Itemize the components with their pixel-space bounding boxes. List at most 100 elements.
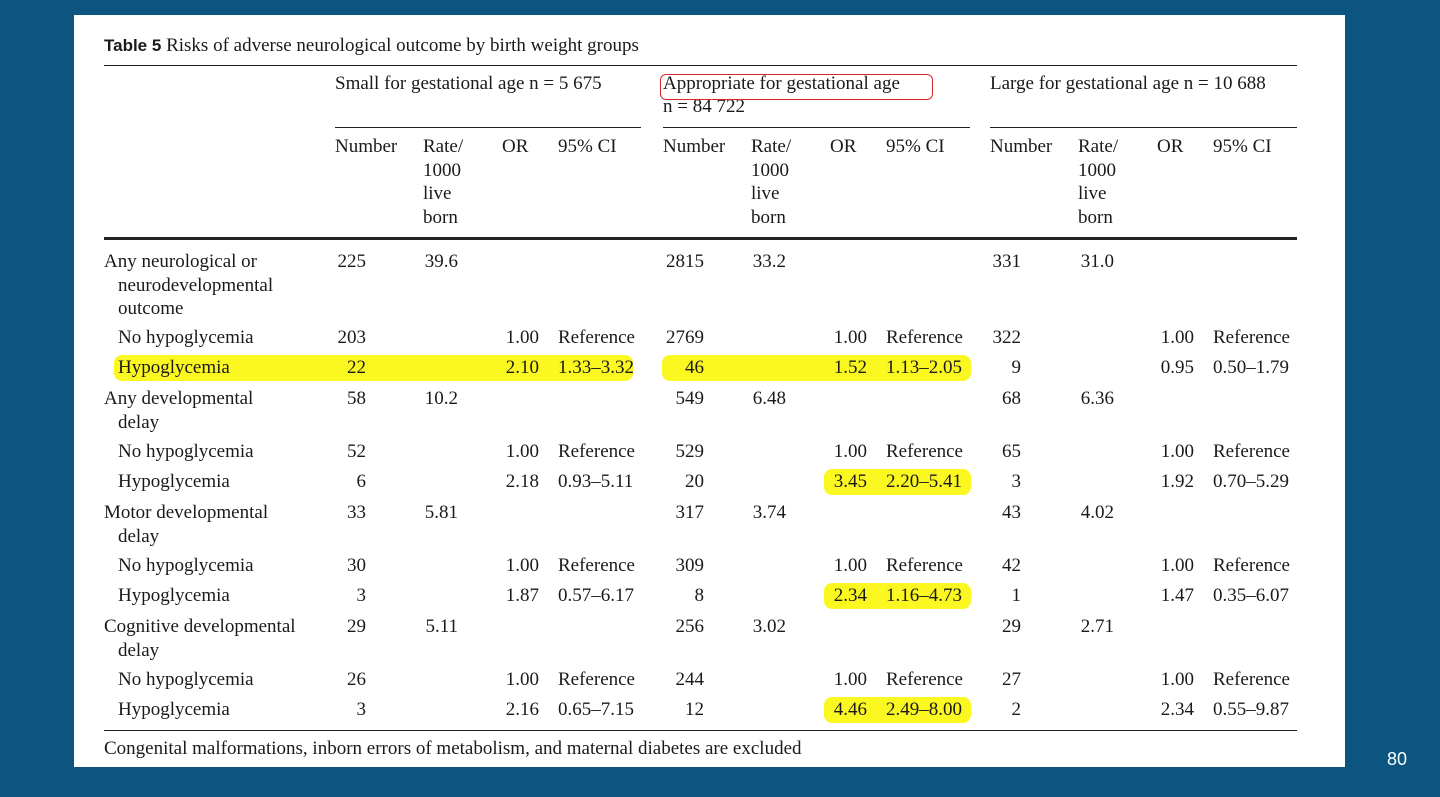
subheader-rate: born [1078,206,1113,228]
cell-rate: 31.0 [1080,251,1114,272]
cell-ci: 1.16–4.73 [886,585,962,606]
cell-ci: 2.20–5.41 [886,471,962,492]
group-header-n: n = 84 722 [663,96,745,117]
subheader-number: Number [990,136,1053,157]
group-rule [335,127,641,128]
cell-number: 27 [1002,669,1021,690]
subheader-rate: live [751,183,780,204]
group-header: Small for gestational age n = 5 675 [335,73,602,94]
cell-or: 1.00 [1160,669,1194,690]
cell-or: 0.95 [1160,357,1194,378]
subheader-rate: 1000 [423,159,461,181]
cell-number: 2815 [666,251,704,272]
cell-number: 317 [675,502,705,523]
row-label: Hypoglycemia [118,471,230,492]
group-header: Large for gestational age n = 10 688 [990,73,1266,94]
highlight [824,697,971,723]
cell-ci: Reference [1213,441,1290,462]
subheader-or: OR [502,136,529,157]
row-label: No hypoglycemia [118,327,254,348]
subheader-rate: Rate/ [423,136,464,157]
cell-number: 309 [675,555,705,576]
subheader-rate: live [1078,183,1107,204]
cell-ci: 0.57–6.17 [558,585,634,606]
cell-or: 1.00 [1160,327,1194,348]
cell-rate: 3.74 [752,502,786,523]
cell-or: 1.00 [833,327,867,348]
slide-number: 80 [1386,749,1407,769]
cell-or: 1.00 [1160,441,1194,462]
row-label: outcome [118,298,184,319]
row-label: Hypoglycemia [118,699,230,720]
cell-rate: 2.71 [1080,616,1114,637]
row-label: Motor developmental [104,502,269,523]
cell-or: 2.34 [1160,699,1194,720]
table-caption: Table 5 Risks of adverse neurological ou… [104,34,639,57]
cell-ci: 0.55–9.87 [1213,699,1289,720]
cell-number: 8 [694,585,705,606]
subheader-rate: born [751,206,786,228]
row-label: No hypoglycemia [118,441,254,462]
cell-or: 1.47 [1160,585,1194,606]
group-header: Appropriate for gestational age [663,73,900,94]
cell-or: 1.52 [833,357,867,378]
highlight [114,355,633,381]
cell-or: 1.00 [505,441,539,462]
cell-number: 29 [1002,616,1021,637]
row-label: neurodevelopmental [118,274,274,296]
cell-number: 331 [992,251,1022,272]
cell-ci: 0.70–5.29 [1213,471,1289,492]
cell-rate: 39.6 [424,251,458,272]
row-label: Hypoglycemia [118,585,230,606]
cell-or: 1.00 [1160,555,1194,576]
cell-ci: Reference [886,555,963,576]
subheader-ci: 95% CI [886,136,945,157]
cell-or: 3.45 [833,471,867,492]
cell-number: 52 [347,441,366,462]
cell-number: 20 [685,471,704,492]
cell-or: 1.00 [505,555,539,576]
cell-rate: 5.81 [424,502,458,523]
cell-number: 12 [685,699,704,720]
subheader-rate: Rate/ [751,136,792,157]
cell-rate: 6.36 [1080,388,1114,409]
cell-number: 549 [675,388,705,409]
cell-or: 1.92 [1160,471,1194,492]
cell-or: 1.87 [505,585,539,606]
cell-or: 1.00 [833,555,867,576]
highlight [824,469,971,495]
highlight [824,583,971,609]
bottom-rule [104,730,1297,731]
cell-number: 3 [1011,471,1022,492]
cell-rate: 10.2 [424,388,458,409]
cell-or: 2.16 [505,699,539,720]
row-label: Any developmental [104,388,254,409]
cell-ci: 2.49–8.00 [886,699,962,720]
cell-number: 2 [1011,699,1022,720]
group-rule [990,127,1297,128]
cell-ci: 1.13–2.05 [886,357,962,378]
cell-number: 42 [1002,555,1021,576]
cell-ci: Reference [886,441,963,462]
cell-or: 1.00 [833,669,867,690]
subheader-rate: 1000 [751,159,789,181]
table-title: Risks of adverse neurological outcome by… [166,35,639,56]
group-rule [663,127,970,128]
cell-ci: Reference [1213,669,1290,690]
cell-number: 9 [1011,357,1022,378]
cell-ci: 1.33–3.32 [558,357,634,378]
cell-or: 1.00 [505,669,539,690]
top-rule [104,65,1297,66]
cell-number: 203 [337,327,367,348]
cell-ci: 0.50–1.79 [1213,357,1289,378]
cell-ci: 0.65–7.15 [558,699,634,720]
cell-or: 1.00 [505,327,539,348]
cell-number: 33 [347,502,366,523]
cell-or: 2.18 [505,471,539,492]
row-label: Hypoglycemia [118,357,230,378]
row-label: Cognitive developmental [104,616,296,637]
cell-or: 2.10 [505,357,539,378]
cell-rate: 33.2 [752,251,786,272]
cell-or: 1.00 [833,441,867,462]
subheader-ci: 95% CI [1213,136,1272,157]
